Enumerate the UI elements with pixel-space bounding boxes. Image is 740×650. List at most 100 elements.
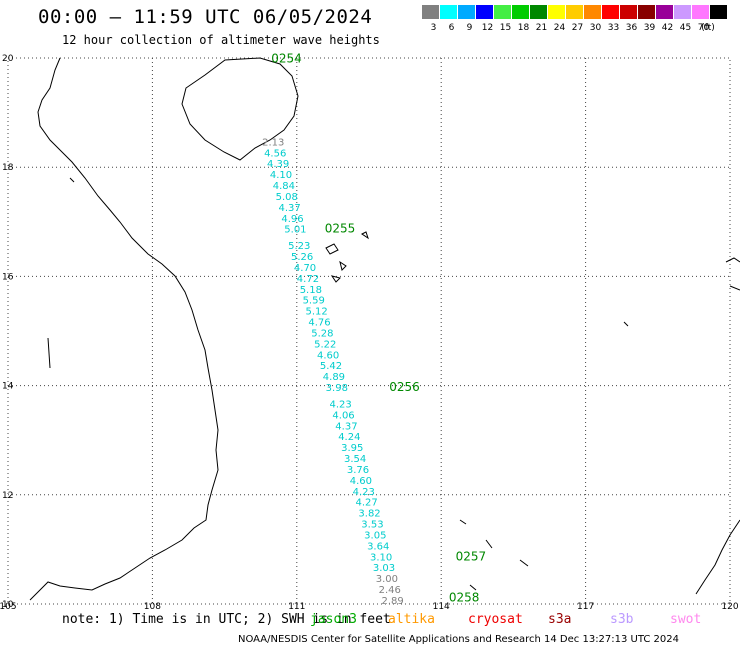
swh-value: 3.98 <box>326 383 348 394</box>
swh-value: 4.39 <box>267 159 289 170</box>
swh-value: 5.23 <box>288 241 310 252</box>
swh-value: 3.00 <box>376 574 398 585</box>
lat-tick-label: 12 <box>2 491 13 501</box>
swh-value: 5.08 <box>276 192 298 203</box>
swh-value: 5.22 <box>314 339 336 350</box>
legend-unit: (ft) <box>701 23 715 33</box>
swh-value: 3.76 <box>347 465 369 476</box>
legend-swatch <box>548 5 565 19</box>
legend-swatch <box>566 5 583 19</box>
legend-label: 3 <box>430 23 437 33</box>
legend-swatch <box>458 5 475 19</box>
mission-label: swot <box>670 612 702 627</box>
legend-swatch <box>674 5 691 19</box>
mission-label: cryosat <box>468 612 523 627</box>
legend-swatch <box>530 5 547 19</box>
legend-swatch <box>440 5 457 19</box>
swh-value: 5.26 <box>291 252 313 263</box>
map-subtitle: 12 hour collection of altimeter wave hei… <box>62 33 380 47</box>
lat-tick-label: 10 <box>2 600 14 610</box>
swh-value: 4.37 <box>335 421 357 432</box>
swh-value: 5.12 <box>305 307 327 318</box>
hainan-coastline <box>181 57 299 161</box>
swh-value: 4.06 <box>332 410 354 421</box>
swh-value: 4.37 <box>279 203 301 214</box>
coastal-islet <box>47 177 75 369</box>
swh-value: 3.95 <box>341 443 363 454</box>
altimeter-track: 2.134.564.394.104.845.084.374.965.015.23… <box>262 51 486 607</box>
legend-swatch <box>584 5 601 19</box>
vietnam-coastline <box>29 57 219 601</box>
legend-label: 45 <box>679 23 692 33</box>
swh-value: 4.56 <box>264 148 286 159</box>
coastlines <box>29 57 740 601</box>
map-frame <box>7 57 731 605</box>
swh-value: 2.13 <box>262 137 284 148</box>
pass-time-label: 0257 <box>456 549 487 563</box>
swh-value: 2.89 <box>382 596 404 607</box>
lat-tick-label: 14 <box>2 382 14 392</box>
swh-value: 4.96 <box>281 214 303 225</box>
graticule <box>7 57 731 605</box>
mission-label: s3a <box>548 612 572 627</box>
legend-label: 18 <box>517 23 530 33</box>
legend-label: 70 <box>697 23 710 33</box>
swh-value: 3.03 <box>373 563 395 574</box>
legend-swatch <box>692 5 709 19</box>
swh-value: 3.05 <box>364 530 386 541</box>
swh-value: 5.59 <box>303 296 325 307</box>
swh-value: 5.42 <box>320 361 342 372</box>
spratly-islets <box>459 519 529 591</box>
swh-value: 4.89 <box>323 372 345 383</box>
swh-value: 4.23 <box>330 399 352 410</box>
legend-label: 27 <box>571 23 584 33</box>
swh-value: 5.18 <box>300 285 322 296</box>
swh-value: 4.24 <box>338 432 360 443</box>
map-title: 00:00 – 11:59 UTC 06/05/2024 <box>38 6 373 28</box>
credit-line: NOAA/NESDIS Center for Satellite Applica… <box>238 634 680 645</box>
legend-swatch <box>710 5 727 19</box>
mission-label: s3b <box>610 612 634 627</box>
swh-value: 4.60 <box>350 476 372 487</box>
swh-value: 4.72 <box>297 274 319 285</box>
pass-time-label: 0255 <box>325 222 356 236</box>
swh-value: 4.27 <box>356 498 378 509</box>
swh-value: 3.54 <box>344 454 366 465</box>
mission-label: altika <box>388 612 435 627</box>
pass-time-label: 0258 <box>449 590 480 604</box>
swh-value: 4.23 <box>353 487 375 498</box>
lat-tick-label: 16 <box>2 272 14 282</box>
legend-swatch <box>494 5 511 19</box>
swh-value: 3.82 <box>358 509 380 520</box>
legend-label: 12 <box>481 23 494 33</box>
legend-label: 33 <box>607 23 620 33</box>
legend-label: 30 <box>589 23 602 33</box>
swh-value: 3.53 <box>361 520 383 531</box>
legend-swatch <box>512 5 529 19</box>
legend-swatch <box>638 5 655 19</box>
legend-swatch <box>476 5 493 19</box>
altimeter-map: 2.134.564.394.104.845.084.374.965.015.23… <box>0 51 740 610</box>
legend-label: 39 <box>643 23 656 33</box>
mission-label: jason3 <box>310 612 357 627</box>
swh-value: 4.84 <box>273 181 295 192</box>
swh-value: 5.28 <box>311 328 333 339</box>
legend-swatch <box>620 5 637 19</box>
swh-value: 5.01 <box>284 225 306 236</box>
lon-tick-label: 120 <box>721 602 738 610</box>
paracel-islands <box>325 231 369 283</box>
lon-tick-label: 111 <box>288 602 305 610</box>
swh-value: 2.46 <box>379 585 401 596</box>
swh-value: 4.10 <box>270 170 292 181</box>
swh-value: 3.10 <box>370 552 392 563</box>
legend-label: 24 <box>553 23 566 33</box>
reef-marker <box>623 321 629 327</box>
legend-label: 42 <box>661 23 674 33</box>
legend-swatch <box>422 5 439 19</box>
swh-value: 4.60 <box>317 350 339 361</box>
lon-tick-label: 105 <box>0 602 17 610</box>
lon-tick-label: 114 <box>433 602 450 610</box>
lat-tick-label: 20 <box>2 54 14 64</box>
legend-label: 15 <box>499 23 512 33</box>
legend-label: 21 <box>535 23 548 33</box>
